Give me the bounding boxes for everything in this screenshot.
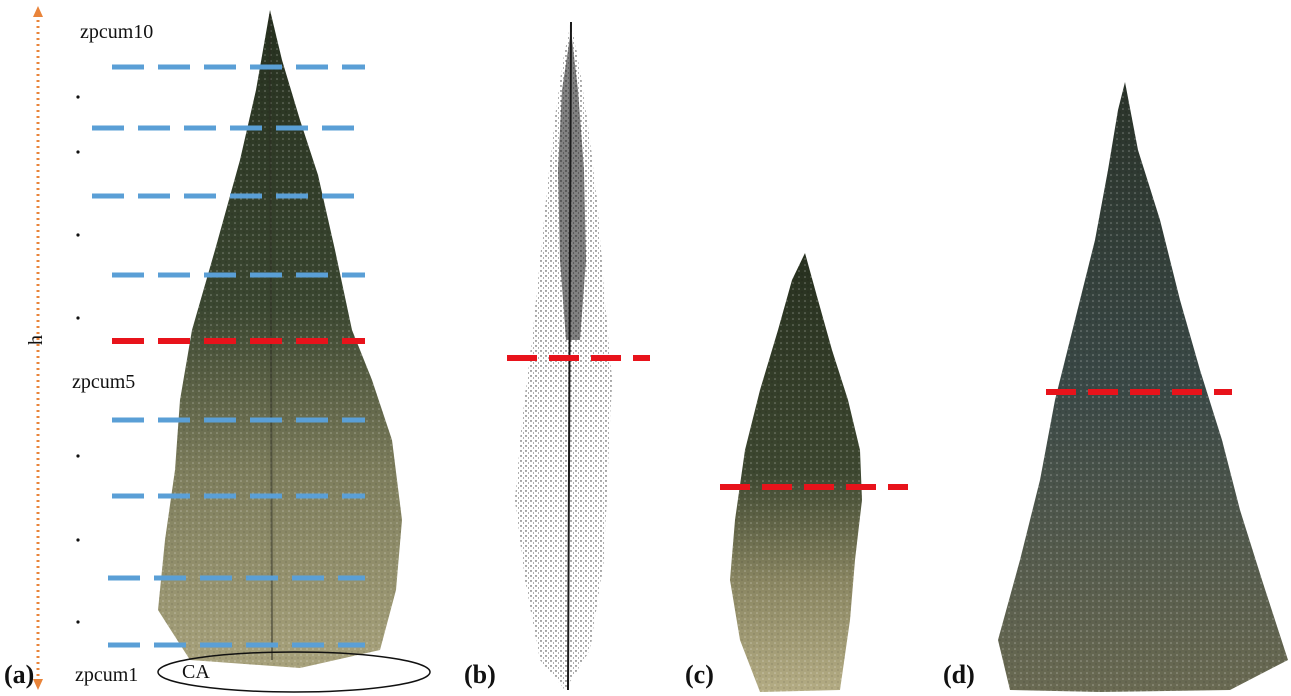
- panel-a: h zpcum10 zpcum5 zpcum1 CA (a): [4, 6, 431, 693]
- ellipsis-dot: [76, 233, 80, 237]
- ellipsis-dot: [76, 150, 80, 154]
- crown-area-ellipse: [157, 651, 431, 693]
- panel-label-c: (c): [685, 660, 714, 689]
- level-label-middle: zpcum5: [72, 371, 135, 393]
- tree-c-icon: [730, 253, 862, 692]
- tree-d-icon: [998, 82, 1288, 692]
- panel-label-d: (d): [943, 660, 975, 689]
- panel-d: (d): [943, 82, 1288, 692]
- panel-b: (b): [464, 21, 650, 691]
- level-label-bottom: zpcum1: [75, 664, 138, 686]
- height-arrow-top-head: [33, 6, 43, 17]
- panel-label-b: (b): [464, 660, 496, 689]
- panel-c: (c): [685, 253, 908, 692]
- ellipsis-dot: [76, 620, 80, 624]
- height-arrow-bottom-head: [33, 679, 43, 690]
- crown-area-label: CA: [182, 661, 210, 683]
- ellipsis-dot: [76, 95, 80, 99]
- height-axis-label: h: [25, 335, 47, 345]
- level-label-top: zpcum10: [80, 21, 153, 43]
- panel-label-a: (a): [4, 660, 34, 689]
- ellipsis-dot: [76, 538, 80, 542]
- ellipsis-dot: [76, 454, 80, 458]
- ellipsis-dot: [76, 316, 80, 320]
